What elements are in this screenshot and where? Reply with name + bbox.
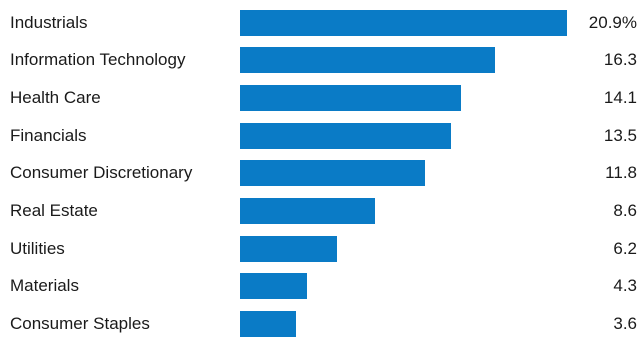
category-label: Utilities — [10, 238, 65, 258]
category-label: Industrials — [10, 12, 88, 32]
value-label: 20.9% — [588, 12, 637, 32]
bar — [240, 273, 308, 300]
bar — [240, 9, 567, 36]
bar — [240, 160, 425, 187]
value-label: 6.2 — [613, 238, 637, 258]
bar — [240, 198, 375, 224]
category-label: Information Technology — [10, 50, 186, 70]
bar — [240, 311, 297, 337]
category-label: Health Care — [10, 87, 101, 107]
bar — [240, 235, 337, 262]
value-label: 4.3 — [613, 276, 637, 296]
category-label: Consumer Staples — [10, 314, 150, 334]
value-label: 11.8 — [605, 163, 637, 183]
category-label: Financials — [10, 125, 87, 145]
value-label: 14.1 — [603, 87, 637, 107]
value-label: 16.3 — [603, 50, 637, 70]
bar — [240, 122, 452, 149]
value-label: 3.6 — [613, 314, 637, 334]
category-label: Materials — [10, 276, 79, 296]
bar — [240, 84, 461, 111]
value-label: 8.6 — [613, 201, 637, 220]
category-label: Consumer Discretionary — [10, 163, 193, 183]
category-label: Real Estate — [10, 201, 98, 220]
value-label: 13.5 — [603, 125, 637, 145]
bar — [240, 47, 496, 74]
